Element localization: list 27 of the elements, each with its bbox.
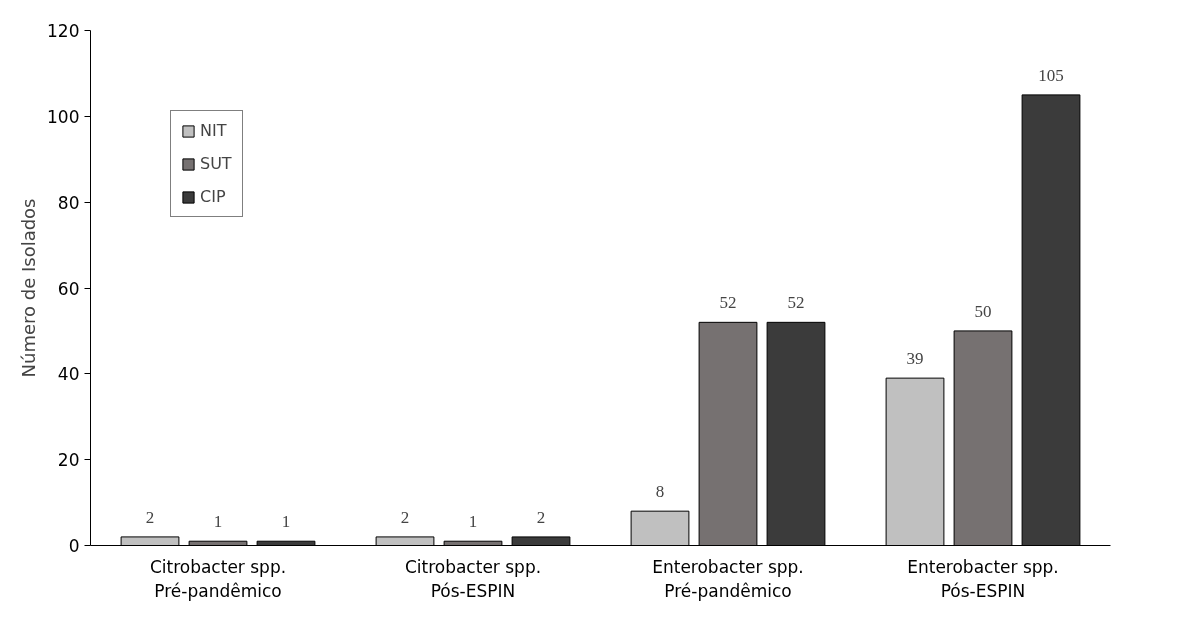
y-axis-title: Número de Isolados bbox=[18, 198, 40, 378]
data-label: 1 bbox=[468, 512, 478, 532]
y-tick-label: 80 bbox=[57, 192, 80, 213]
data-label: 50 bbox=[974, 301, 992, 321]
x-tick-label: Citrobacter spp. Pós-ESPIN bbox=[404, 556, 542, 601]
data-label: 52 bbox=[787, 293, 805, 313]
y-tick-label: 0 bbox=[68, 536, 80, 556]
legend-label: NIT bbox=[200, 121, 227, 140]
data-label: 2 bbox=[400, 507, 410, 527]
data-label: 39 bbox=[906, 349, 924, 369]
x-tick-label: Enterobacter spp. Pós-ESPIN bbox=[907, 556, 1059, 601]
data-label: 8 bbox=[655, 482, 665, 502]
data-label: 1 bbox=[213, 512, 223, 532]
data-label: 52 bbox=[719, 293, 737, 313]
legend-label: SUT bbox=[200, 154, 232, 173]
y-tick-label: 40 bbox=[57, 364, 80, 385]
legend-label: CIP bbox=[200, 187, 226, 206]
x-tick-label: Citrobacter spp. Pré-pandêmico bbox=[149, 556, 287, 601]
data-label: 105 bbox=[1038, 65, 1064, 85]
y-tick-label: 120 bbox=[47, 21, 80, 41]
data-label: 1 bbox=[281, 512, 291, 532]
y-tick-label: 60 bbox=[57, 278, 80, 299]
data-label: 2 bbox=[536, 507, 546, 527]
y-tick-label: 100 bbox=[47, 106, 80, 127]
data-label: 2 bbox=[145, 507, 155, 527]
y-tick-label: 20 bbox=[57, 450, 80, 471]
x-tick-label: Enterobacter spp. Pré-pandêmico bbox=[652, 556, 804, 601]
